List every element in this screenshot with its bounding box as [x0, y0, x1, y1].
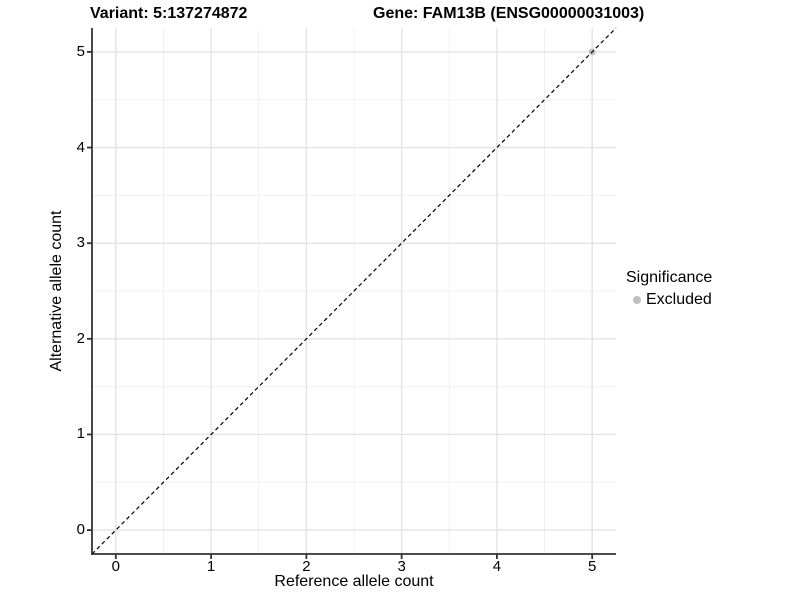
x-tick-label: 1 [206, 558, 216, 575]
legend-entry-excluded: Excluded [626, 290, 712, 310]
y-tick-label: 0 [76, 521, 85, 539]
excluded-dot-icon [633, 296, 641, 304]
identity-dashed-line [91, 27, 617, 555]
legend-entry-label: Excluded [646, 291, 712, 308]
y-tick-label: 1 [76, 425, 85, 443]
legend-title: Significance [626, 269, 713, 286]
variant-title: Variant: 5:137274872 [90, 5, 248, 22]
y-tick-label: 5 [76, 42, 85, 60]
y-tick-label: 4 [76, 138, 85, 156]
x-tick-label: 4 [492, 558, 502, 575]
x-tick-label: 3 [397, 558, 406, 575]
y-tick-label: 2 [76, 329, 85, 347]
legend: Significance Excluded [626, 269, 712, 310]
x-tick-label: 5 [588, 558, 597, 575]
x-tick-label: 2 [302, 558, 311, 575]
x-axis-title: Reference allele count [274, 573, 434, 590]
x-tick-label: 0 [111, 558, 120, 575]
y-tick-label: 3 [76, 234, 85, 252]
gene-title: Gene: FAM13B (ENSG00000031003) [373, 5, 645, 22]
